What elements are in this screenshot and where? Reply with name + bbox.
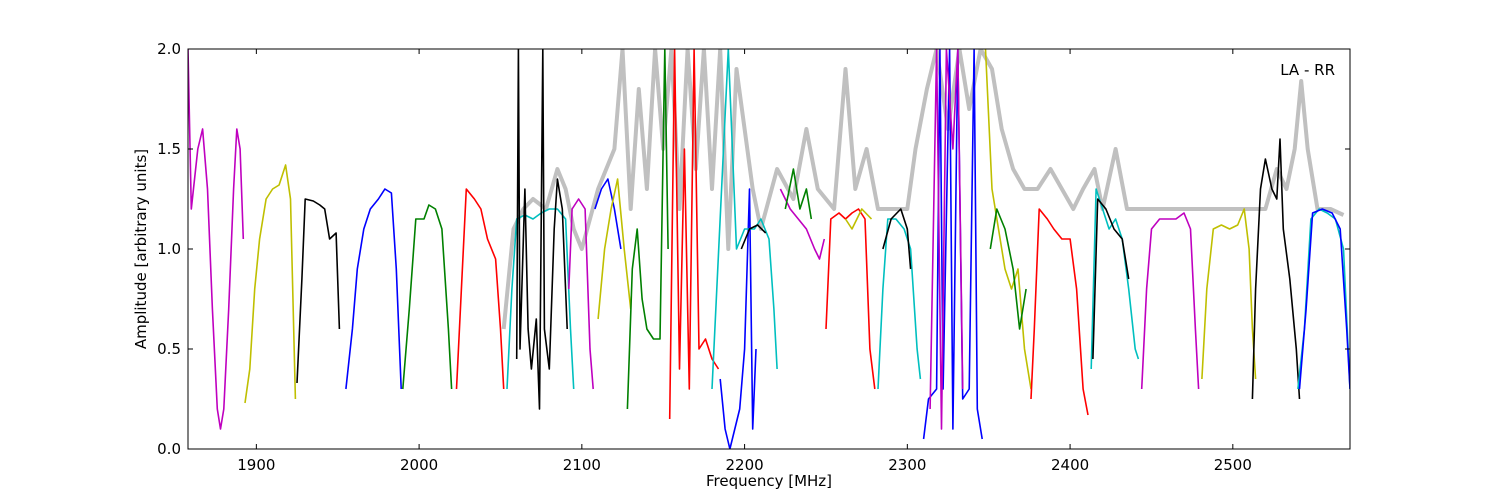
series-line-2 — [296, 198, 341, 384]
series-line-21 — [882, 208, 912, 270]
series-layer — [188, 49, 1350, 449]
series-line-22 — [922, 49, 983, 440]
series-line-17 — [784, 168, 813, 220]
series-line-0 — [188, 49, 245, 430]
series-line-25 — [989, 208, 1027, 330]
y-tick-label: 0.5 — [157, 340, 181, 358]
y-tick-label: 0.0 — [157, 440, 181, 458]
series-line-26 — [1030, 208, 1089, 416]
series-line-29 — [1140, 212, 1200, 390]
series-line-5 — [455, 188, 505, 390]
y-tick-label: 1.0 — [157, 240, 181, 258]
x-tick-label: 1900 — [237, 456, 275, 474]
x-axis-ticks: 1900 2000 2100 2200 2300 2400 2500 — [237, 49, 1252, 474]
y-tick-label: 2.0 — [157, 40, 181, 58]
series-line-12 — [668, 49, 720, 420]
series-line-19 — [844, 208, 873, 230]
x-tick-label: 2100 — [563, 456, 601, 474]
x-tick-label: 2300 — [888, 456, 926, 474]
series-line-15 — [740, 224, 767, 250]
series-line-18 — [825, 208, 876, 390]
series-line-13 — [719, 188, 757, 449]
x-tick-label: 2500 — [1214, 456, 1252, 474]
series-line-28 — [1092, 198, 1130, 360]
series-line-9 — [594, 178, 622, 250]
x-axis-label: Frequency [MHz] — [706, 472, 832, 490]
series-line-14 — [711, 49, 778, 390]
series-line-3 — [345, 188, 402, 390]
series-line-10 — [597, 178, 632, 320]
series-line-20 — [877, 218, 922, 390]
series-line-7 — [515, 49, 568, 410]
series-line-1 — [244, 164, 297, 404]
series-line-30 — [1201, 208, 1257, 380]
x-tick-label: 2000 — [400, 456, 438, 474]
x-tick-label: 2400 — [1051, 456, 1089, 474]
background-series-layer — [501, 49, 1345, 330]
y-tick-label: 1.5 — [157, 140, 181, 158]
series-line-4 — [402, 204, 453, 390]
y-axis-label: Amplitude [arbitrary units] — [132, 149, 150, 349]
series-line-31 — [1251, 138, 1301, 400]
series-line-16 — [779, 188, 826, 260]
series-line-24 — [984, 49, 1032, 390]
background-series-line — [501, 49, 1345, 330]
y-axis-ticks: 0.0 0.5 1.0 1.5 2.0 — [157, 40, 1350, 458]
series-line-11 — [626, 49, 669, 410]
chart-annotation: LA - RR — [1280, 61, 1335, 79]
series-line-33 — [1298, 208, 1350, 390]
series-line-8 — [568, 198, 594, 390]
series-line-27 — [1090, 188, 1140, 370]
x-tick-label: 2200 — [725, 456, 763, 474]
